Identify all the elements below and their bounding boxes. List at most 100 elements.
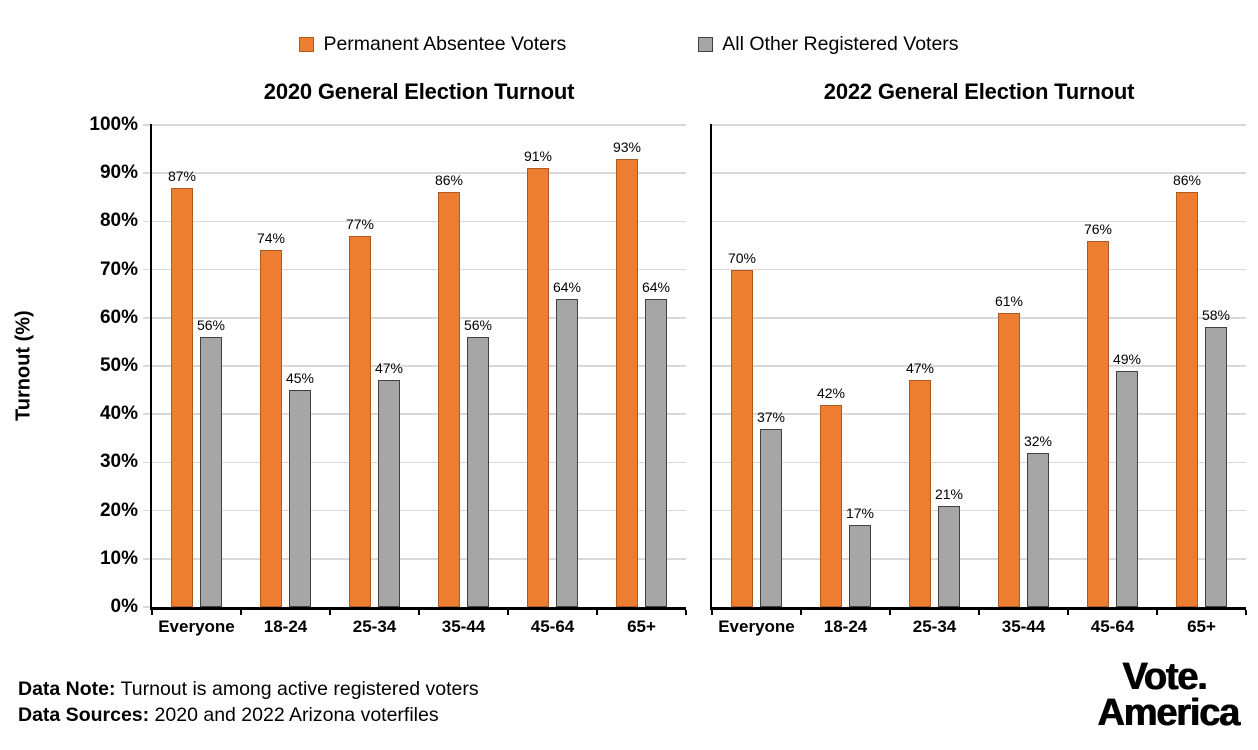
- y-axis-tick-mark: [143, 413, 150, 415]
- y-axis-tick-label: 80%: [99, 210, 138, 232]
- bar-other-registered: 56%: [197, 317, 225, 607]
- x-axis-tick-mark: [151, 609, 153, 615]
- data-label: 76%: [1083, 220, 1113, 237]
- x-axis-category-label: 65+: [1187, 617, 1216, 636]
- gridline-40: [712, 413, 1246, 415]
- x-axis-category-label: 45-64: [530, 617, 575, 636]
- category-group-25-34: 77% 47% 25-34: [330, 125, 419, 636]
- data-label: 21%: [934, 485, 964, 502]
- y-axis-tick-mark: [143, 461, 150, 464]
- y-axis-title: Turnout (%): [12, 310, 35, 422]
- gridline-30: [712, 461, 1246, 464]
- bar-permanent-absentee: 93%: [613, 139, 641, 607]
- x-axis-category-label: 25-34: [912, 617, 957, 636]
- category-group-18-24: 74% 45% 18-24: [241, 125, 330, 636]
- data-label: 86%: [1172, 172, 1202, 189]
- bar-other-registered: 32%: [1024, 433, 1052, 607]
- bar-permanent-absentee: 91%: [524, 148, 552, 607]
- bar-other-registered: 49%: [1113, 351, 1141, 607]
- y-axis-tick-mark: [143, 268, 150, 271]
- data-note-line: Data Note: Turnout is among active regis…: [18, 676, 479, 702]
- x-axis-line: [149, 607, 686, 610]
- bar-permanent-absentee: 47%: [906, 360, 934, 607]
- y-axis-tick-mark: [143, 317, 150, 319]
- y-axis-tick-label: 50%: [99, 355, 138, 376]
- gridline-60: [712, 317, 1246, 319]
- legend-item-other-registered: All Other Registered Voters: [698, 33, 959, 56]
- x-axis-category-label: 35-44: [1001, 617, 1046, 636]
- data-label: 74%: [256, 230, 286, 247]
- x-axis-category-label: 65+: [627, 617, 656, 636]
- data-label: 37%: [756, 408, 786, 425]
- x-axis-line: [709, 607, 1246, 610]
- y-axis-tick-mark: [143, 606, 150, 608]
- bar-permanent-absentee: 87%: [168, 168, 196, 607]
- y-axis-tick-mark: [143, 220, 150, 223]
- y-axis-line: [149, 124, 152, 610]
- data-label: 86%: [434, 172, 464, 189]
- chart-title-2022: 2022 General Election Turnout: [823, 79, 1135, 104]
- gridline-10: [152, 558, 686, 560]
- bar-other-registered: 64%: [642, 279, 670, 607]
- y-axis-tick-label: 10%: [99, 547, 138, 569]
- category-groups: 70% 37% Everyone 42% 17% 18-24 47% 21% 25-34 61% 3…: [712, 125, 1246, 636]
- x-axis-tick-mark: [978, 609, 980, 615]
- gridline-100: [712, 124, 1246, 126]
- category-group-45-64: 76% 49% 45-64: [1068, 125, 1157, 636]
- data-label: 70%: [727, 249, 757, 266]
- x-axis-tick-mark: [711, 609, 713, 615]
- x-axis-category-label: 35-44: [441, 617, 486, 636]
- bar-other-registered: 45%: [286, 370, 314, 607]
- bar-permanent-absentee: 70%: [728, 250, 756, 607]
- legend-label-permanent-absentee: Permanent Absentee Voters: [323, 33, 567, 55]
- bar-permanent-absentee: 74%: [257, 230, 285, 607]
- y-axis-line: [709, 124, 712, 610]
- category-group-18-24: 42% 17% 18-24: [801, 125, 890, 636]
- category-group-45-64: 91% 64% 45-64: [508, 125, 597, 636]
- gridline-80: [152, 220, 686, 223]
- gridline-60: [152, 317, 686, 319]
- data-label: 47%: [905, 360, 935, 377]
- y-axis-tick-label: 90%: [99, 162, 138, 184]
- y-axis-tick-mark: [143, 509, 150, 512]
- chart-legend: Permanent Absentee Voters All Other Regi…: [0, 33, 1258, 56]
- bar-permanent-absentee: 76%: [1084, 221, 1112, 607]
- data-note-label: Data Note:: [18, 678, 116, 700]
- data-label: 77%: [345, 215, 375, 232]
- bar-permanent-absentee: 86%: [1173, 172, 1201, 607]
- y-axis-tick-label: 0%: [110, 596, 138, 617]
- x-axis-tick-mark: [507, 609, 509, 615]
- data-label: 91%: [523, 148, 553, 165]
- gridline-30: [152, 461, 686, 464]
- x-axis-tick-mark: [685, 609, 687, 615]
- gridline-10: [712, 558, 1246, 560]
- gridline-20: [712, 509, 1246, 512]
- data-label: 87%: [167, 167, 197, 184]
- category-group-35-44: 61% 32% 35-44: [979, 125, 1068, 636]
- x-axis-category-label: 25-34: [352, 617, 397, 636]
- data-label: 49%: [1112, 350, 1142, 367]
- gridline-40: [152, 413, 686, 415]
- x-axis-tick-mark: [329, 609, 331, 615]
- chart-title-2020: 2020 General Election Turnout: [263, 79, 575, 104]
- x-axis-category-label: Everyone: [158, 617, 235, 636]
- y-axis-tick-label: 70%: [99, 258, 138, 280]
- bar-other-registered: 47%: [375, 360, 403, 607]
- data-label: 64%: [552, 278, 582, 295]
- y-axis-tick-label: 30%: [99, 451, 138, 473]
- data-label: 56%: [196, 317, 226, 334]
- gridline-80: [712, 220, 1246, 223]
- x-axis-tick-mark: [418, 609, 420, 615]
- x-axis-tick-mark: [1245, 609, 1247, 615]
- data-label: 61%: [994, 292, 1024, 309]
- y-axis-tick-mark: [143, 365, 150, 367]
- category-group-65+: 93% 64% 65+: [597, 125, 686, 636]
- y-axis-tick-label: 60%: [99, 306, 138, 328]
- gridline-50: [152, 365, 686, 367]
- data-label: 47%: [374, 360, 404, 377]
- bar-other-registered: 64%: [553, 279, 581, 607]
- category-group-35-44: 86% 56% 35-44: [419, 125, 508, 636]
- y-axis-tick-label: 20%: [99, 499, 138, 521]
- bar-other-registered: 56%: [464, 317, 492, 607]
